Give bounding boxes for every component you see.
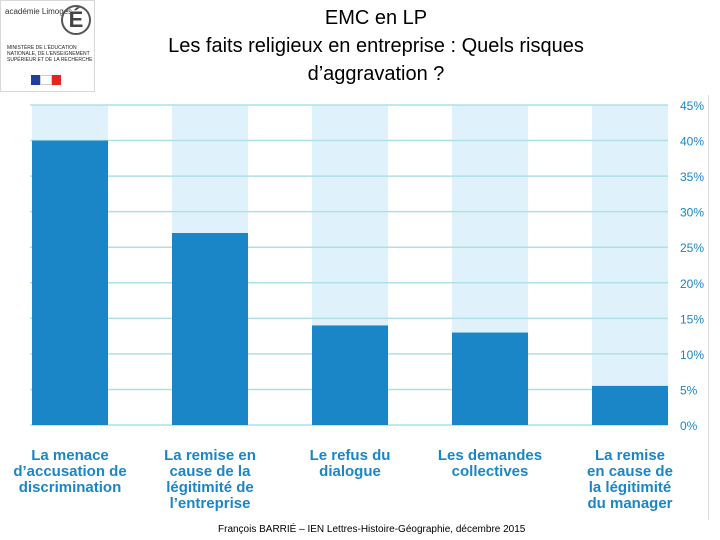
title-line-3: d’aggravation ?	[307, 63, 445, 85]
x-category-label-line: Le refus du	[309, 447, 391, 464]
x-category-label: La remise en cause de la légitimité du mana…	[570, 448, 690, 512]
title-line-2: Les faits religieux en entreprise : Quel…	[168, 35, 584, 57]
x-category-label-line: l’entreprise	[169, 495, 251, 512]
x-category-label-line: la légitimité	[588, 479, 672, 496]
page-title: EMC en LP Les faits religieux en entrepr…	[100, 4, 652, 88]
y-tick-label: 45%	[680, 99, 704, 113]
y-tick-label: 5%	[680, 383, 698, 397]
y-tick-label: 30%	[680, 206, 704, 220]
y-tick-label: 25%	[680, 241, 704, 255]
y-tick-label: 20%	[680, 277, 704, 291]
academy-name: académie Limoges	[5, 7, 73, 16]
x-category-label-line: du manager	[587, 495, 673, 512]
ministry-name: MINISTÈRE DE L’ÉDUCATION NATIONALE, DE L…	[7, 45, 93, 63]
x-category-label-line: La menace	[31, 447, 109, 464]
x-category-label-line: d’accusation de	[13, 463, 127, 480]
bar	[452, 332, 528, 425]
x-category-label-line: La remise	[594, 447, 666, 464]
y-tick-label: 15%	[680, 312, 704, 326]
y-tick-label: 40%	[680, 135, 704, 149]
academy-e-icon: É	[61, 5, 91, 35]
x-category-label-line: Les demandes	[437, 447, 543, 464]
y-tick-label: 10%	[680, 348, 704, 362]
x-category-label: Le refus du dialogue	[290, 448, 410, 480]
bar	[592, 385, 668, 425]
bar	[172, 233, 248, 425]
x-category-label-line: discrimination	[18, 479, 122, 496]
x-category-label-line: collectives	[451, 463, 529, 480]
x-category-label: Les demandes collectives	[430, 448, 550, 480]
bar-chart: 0% 5% 10% 15% 20% 25% 30% 35% 40% 45%	[30, 99, 704, 433]
y-tick-label: 0%	[680, 419, 698, 433]
x-category-label-line: légitimité de	[166, 479, 254, 496]
x-category-label: La menace d’accusation de discrimination	[10, 448, 130, 496]
title-line-1: EMC en LP	[324, 7, 428, 29]
bar	[32, 140, 108, 426]
academy-logo: académie Limoges É MINISTÈRE DE L’ÉDUCAT…	[0, 0, 95, 92]
x-category-label-line: cause de la	[169, 463, 251, 480]
background-column	[592, 105, 668, 425]
y-tick-label: 35%	[680, 170, 704, 184]
x-category-label: La remise en cause de la légitimité de l’en…	[150, 448, 270, 512]
x-category-label-line: La remise en	[164, 447, 256, 464]
chart-panel: 0% 5% 10% 15% 20% 25% 30% 35% 40% 45% La menace d’…	[13, 95, 709, 520]
x-category-label-line: dialogue	[319, 463, 381, 480]
footer-credit: François BARRIÉ – IEN Lettres-Histoire-G…	[218, 524, 526, 535]
x-category-label-line: en cause de	[587, 463, 673, 480]
french-flag-icon	[31, 75, 61, 85]
bar	[312, 325, 388, 425]
